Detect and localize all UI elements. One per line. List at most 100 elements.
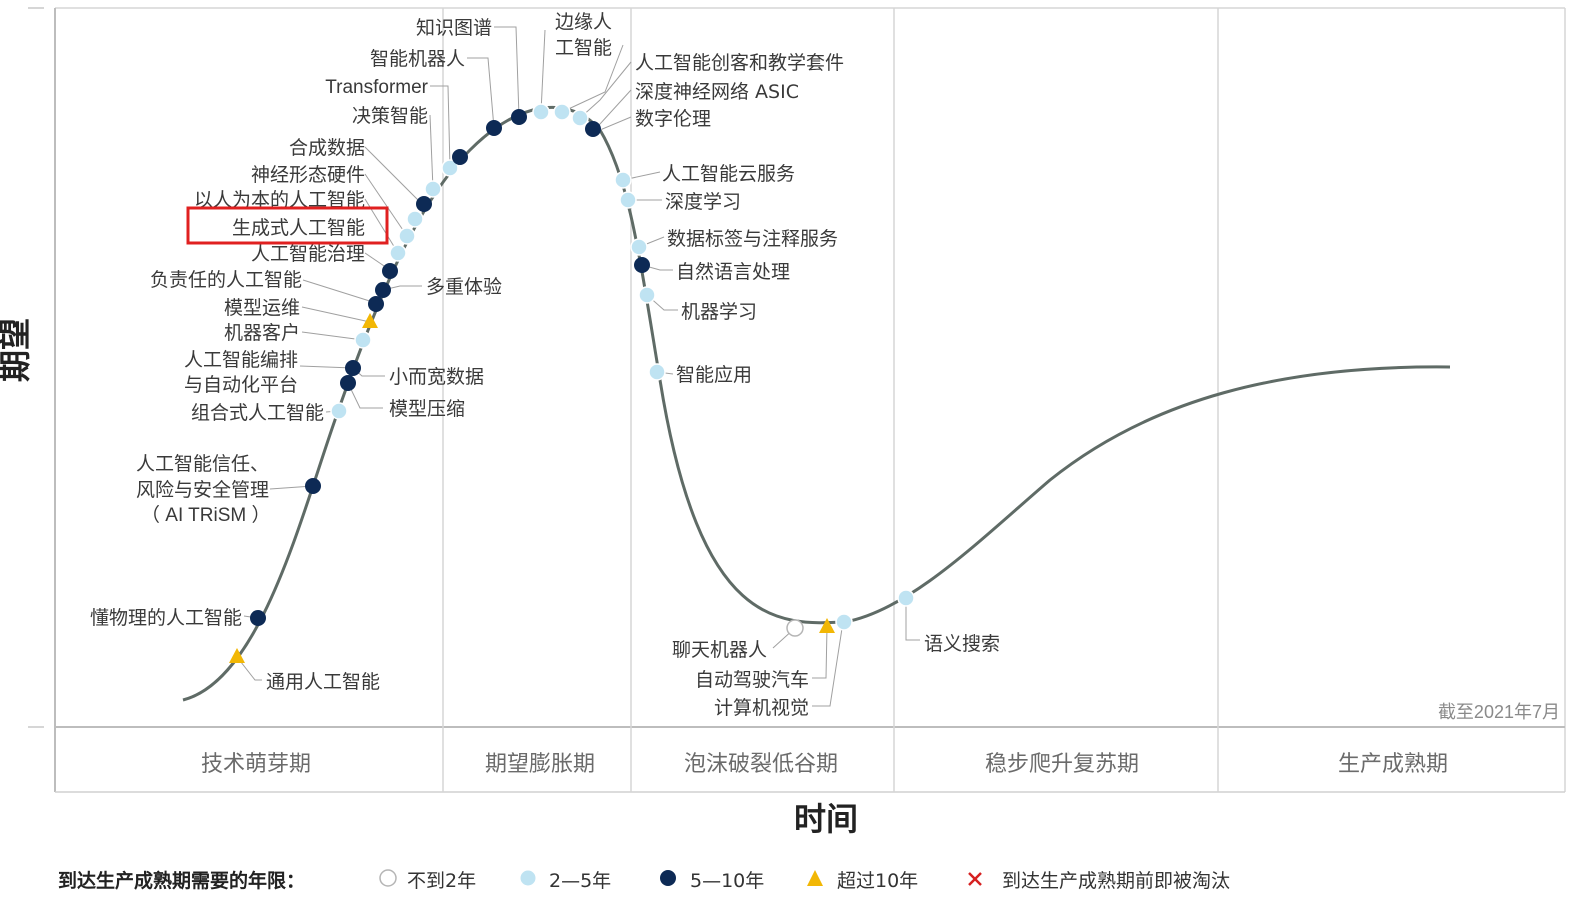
tech-label: 工智能 xyxy=(555,37,612,59)
marker-light-circle-icon xyxy=(553,103,571,121)
x-axis-title: 时间 xyxy=(794,800,858,838)
tech-label-highlighted: 生成式人工智能 xyxy=(232,217,365,239)
marker-light-circle-icon xyxy=(354,331,372,349)
legend-item: 5—10年 xyxy=(690,870,764,892)
y-axis-title: 期望 xyxy=(0,318,34,382)
tech-label: Transformer xyxy=(325,77,428,98)
legend-title: 到达生产成熟期需要的年限： xyxy=(58,869,305,892)
marker-light-circle-icon xyxy=(630,238,648,256)
tech-label: 边缘人 xyxy=(555,11,612,33)
tech-label: 计算机视觉 xyxy=(714,697,809,719)
marker-light-circle-icon xyxy=(406,210,424,228)
tech-label: 人工智能创客和教学套件 xyxy=(635,52,844,74)
marker-light-circle-icon xyxy=(835,613,853,631)
tech-label: 知识图谱 xyxy=(416,17,492,39)
marker-light-circle-icon xyxy=(897,589,915,607)
marker-light-circle-icon xyxy=(398,227,416,245)
chart-frame xyxy=(28,7,1566,793)
tech-label: 数字伦理 xyxy=(635,108,711,130)
hype-curve xyxy=(182,106,1451,702)
marker-triangle-icon xyxy=(362,313,378,328)
tech-label: 自动驾驶汽车 xyxy=(695,669,809,691)
marker-dark-circle-icon xyxy=(345,360,361,376)
marker-light-circle-icon xyxy=(389,244,407,262)
marker-dark-circle-icon xyxy=(305,478,321,494)
marker-dark-circle-icon xyxy=(340,375,356,391)
tech-label: 人工智能治理 xyxy=(251,243,365,265)
legend-item: 2—5年 xyxy=(549,870,611,892)
marker-dark-circle-icon xyxy=(585,121,601,137)
highlight-box xyxy=(186,206,389,245)
tech-label: 数据标签与注释服务 xyxy=(667,228,838,250)
leader-lines xyxy=(236,26,920,707)
legend-item: 超过10年 xyxy=(837,870,918,892)
tech-label: 深度神经网络 ASIC xyxy=(635,81,799,103)
marker-light-circle-icon xyxy=(648,363,666,381)
marker-light-circle-icon xyxy=(619,191,637,209)
marker-dark-circle-icon xyxy=(486,120,502,136)
marker-light-circle-icon xyxy=(441,159,459,177)
tech-label: 与自动化平台 xyxy=(184,374,298,396)
tech-label: （ AI TRiSM ） xyxy=(141,504,271,526)
tech-label: 语义搜索 xyxy=(924,633,1000,655)
tech-label: 智能应用 xyxy=(676,364,752,386)
tech-label: 机器客户 xyxy=(224,322,300,344)
tech-label: 以人为本的人工智能 xyxy=(194,189,365,211)
phase-label: 生产成熟期 xyxy=(1338,752,1448,777)
marker-open-circle-icon xyxy=(786,619,804,637)
marker-dark-circle-icon xyxy=(511,109,527,125)
legend-x-icon xyxy=(968,872,982,886)
marker-dark-circle-icon xyxy=(634,257,650,273)
tech-label: 组合式人工智能 xyxy=(191,402,324,424)
marker-light-circle-icon xyxy=(638,286,656,304)
tech-label: 多重体验 xyxy=(426,276,502,298)
phase-label: 期望膨胀期 xyxy=(485,752,595,777)
tech-label: 决策智能 xyxy=(352,105,428,127)
marker-dark-circle-icon xyxy=(382,263,398,279)
marker-dark-circle-icon xyxy=(416,196,432,212)
marker-light-circle-icon xyxy=(424,180,442,198)
marker-dark-circle-icon xyxy=(250,610,266,626)
tech-label: 深度学习 xyxy=(665,191,741,213)
tech-label: 人工智能编排 xyxy=(184,349,298,371)
marker-light-circle-icon xyxy=(571,109,589,127)
marker-triangle-icon xyxy=(229,648,245,663)
technology-markers xyxy=(229,103,915,663)
technology-labels: 通用人工智能 懂物理的人工智能 人工智能信任、 风险与安全管理 （ AI TRi… xyxy=(90,11,1000,719)
tech-label: 懂物理的人工智能 xyxy=(90,607,242,629)
tech-label: 机器学习 xyxy=(681,301,757,323)
tech-label: 模型压缩 xyxy=(389,398,465,420)
legend-light-circle-icon xyxy=(519,869,537,887)
legend: 到达生产成熟期需要的年限： 不到2年 2—5年 5—10年 超过10年 到达生产… xyxy=(58,869,1230,892)
tech-label: 聊天机器人 xyxy=(672,639,767,661)
marker-light-circle-icon xyxy=(614,171,632,189)
tech-label: 模型运维 xyxy=(224,297,300,319)
marker-dark-circle-icon xyxy=(452,149,468,165)
phase-label: 技术萌芽期 xyxy=(201,752,311,777)
tech-label: 神经形态硬件 xyxy=(251,164,365,186)
as-of-note: 截至2021年7月 xyxy=(1438,702,1560,722)
tech-label: 自然语言处理 xyxy=(676,261,790,283)
tech-label: 通用人工智能 xyxy=(266,671,380,693)
legend-item: 到达生产成熟期前即被淘汰 xyxy=(1002,870,1230,892)
tech-label: 负责任的人工智能 xyxy=(150,269,302,291)
marker-light-circle-icon xyxy=(532,103,550,121)
phase-label: 稳步爬升复苏期 xyxy=(985,752,1139,777)
marker-light-circle-icon xyxy=(330,402,348,420)
legend-triangle-icon xyxy=(807,870,823,886)
tech-label: 人工智能信任、 xyxy=(136,453,269,475)
marker-triangle-icon xyxy=(819,618,835,633)
legend-dark-circle-icon xyxy=(660,870,676,886)
marker-dark-circle-icon xyxy=(368,296,384,312)
tech-label: 小而宽数据 xyxy=(389,366,484,388)
phase-labels: 技术萌芽期 期望膨胀期 泡沫破裂低谷期 稳步爬升复苏期 生产成熟期 xyxy=(201,752,1448,777)
marker-dark-circle-icon xyxy=(375,282,391,298)
legend-item: 不到2年 xyxy=(407,870,476,892)
legend-open-circle-icon xyxy=(379,869,397,887)
tech-label: 智能机器人 xyxy=(370,48,465,70)
tech-label: 风险与安全管理 xyxy=(136,479,269,501)
tech-label: 人工智能云服务 xyxy=(662,163,795,185)
tech-label: 合成数据 xyxy=(289,137,365,159)
phase-label: 泡沫破裂低谷期 xyxy=(684,752,838,777)
